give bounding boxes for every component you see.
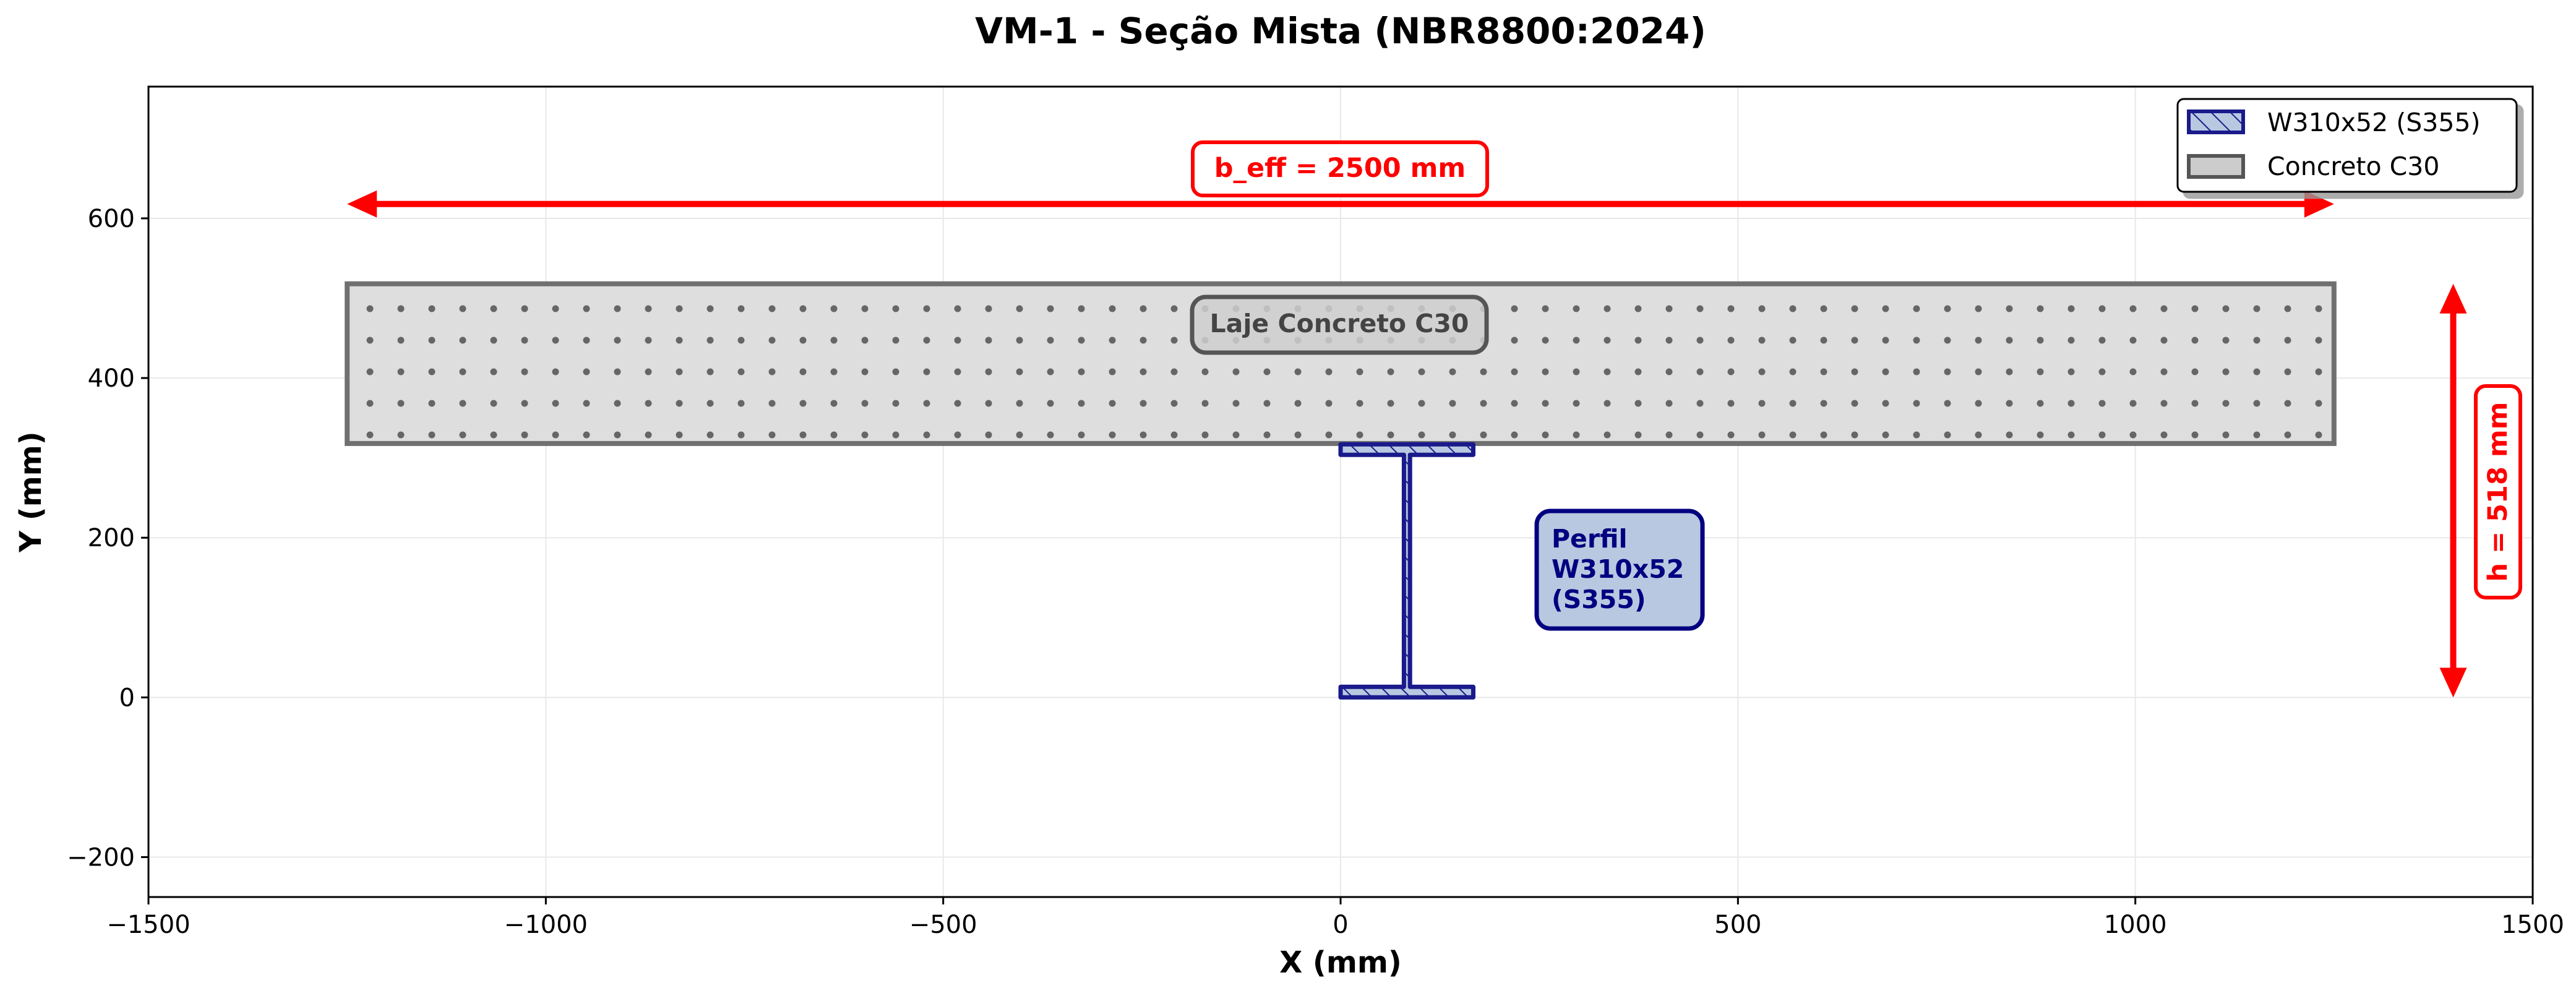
profile-label-line-1: Perfil <box>1552 524 1628 554</box>
legend: W310x52 (S355) Concreto C30 <box>2176 98 2518 193</box>
beff-arrowhead-left <box>347 190 377 218</box>
y-tick-label: 0 <box>119 684 135 712</box>
steel-i-section <box>1338 442 1475 700</box>
slab-label: Laje Concreto C30 <box>1190 294 1489 355</box>
x-tick-label: −1000 <box>504 911 588 939</box>
height-label: h = 518 mm <box>2474 384 2522 599</box>
y-tick-label: 600 <box>88 205 135 233</box>
beff-label-text: b_eff = 2500 mm <box>1214 153 1466 184</box>
profile-label: Perfil W310x52 (S355) <box>1534 509 1705 631</box>
legend-swatch-concrete <box>2187 154 2245 179</box>
y-tick-label: −200 <box>67 843 135 872</box>
legend-swatch-steel <box>2187 109 2245 134</box>
x-tick-label: −500 <box>909 911 977 939</box>
x-axis-label: X (mm) <box>1279 945 1402 980</box>
x-tick-label: −1500 <box>106 911 190 939</box>
x-axis-ticks: −1500 −1000 −500 0 500 1000 1500 <box>106 897 2564 939</box>
x-tick-label: 500 <box>1714 911 1761 939</box>
x-tick-label: 1000 <box>2104 911 2167 939</box>
height-arrowhead-top <box>2439 283 2467 314</box>
height-label-text: h = 518 mm <box>2483 402 2514 582</box>
profile-label-line-3: (S355) <box>1552 585 1646 614</box>
profile-label-line-2: W310x52 <box>1552 554 1684 584</box>
y-axis-label: Y (mm) <box>14 431 48 552</box>
y-axis-ticks: −200 0 200 400 600 <box>67 205 148 872</box>
y-tick-label: 400 <box>88 364 135 393</box>
slab-label-text: Laje Concreto C30 <box>1210 309 1469 338</box>
x-tick-label: 1500 <box>2501 911 2564 939</box>
y-tick-label: 200 <box>88 524 135 552</box>
legend-entry-concrete: Concreto C30 <box>2267 152 2439 181</box>
height-arrowhead-bottom <box>2439 668 2467 698</box>
x-tick-label: 0 <box>1333 911 1348 939</box>
chart-title: VM-1 - Seção Mista (NBR8800:2024) <box>975 10 1706 52</box>
beff-label: b_eff = 2500 mm <box>1191 140 1489 197</box>
beff-arrowhead-right <box>2304 190 2334 218</box>
legend-entry-steel: W310x52 (S355) <box>2267 108 2481 137</box>
